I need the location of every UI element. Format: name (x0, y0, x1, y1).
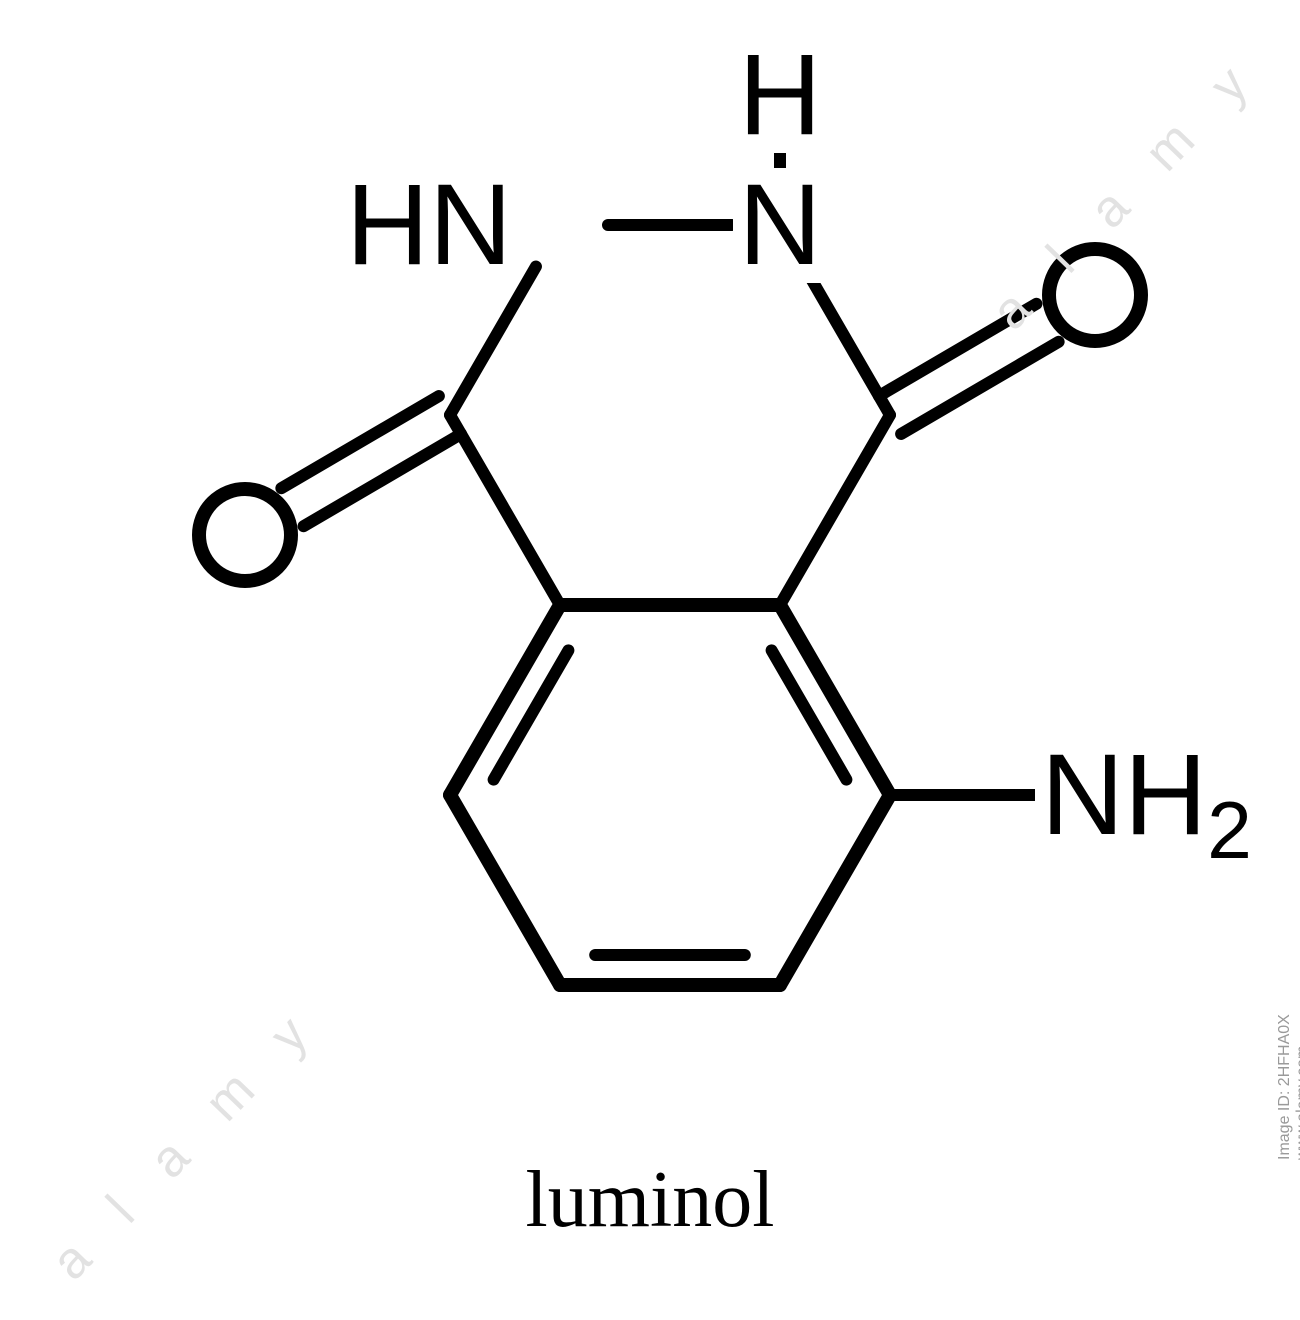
diagram-canvas: NHHNNH2 luminol a l a m ya l a m yImage … (0, 0, 1300, 1320)
atom-label-NH2: NH2 (1035, 738, 1258, 853)
atom-label-H_top: H (733, 38, 828, 153)
image-id: Image ID: 2HFHA0X www.alamy.com (1276, 1014, 1300, 1160)
atom-label-HN: HN (340, 168, 518, 283)
atom-label-N_top: N (733, 168, 828, 283)
